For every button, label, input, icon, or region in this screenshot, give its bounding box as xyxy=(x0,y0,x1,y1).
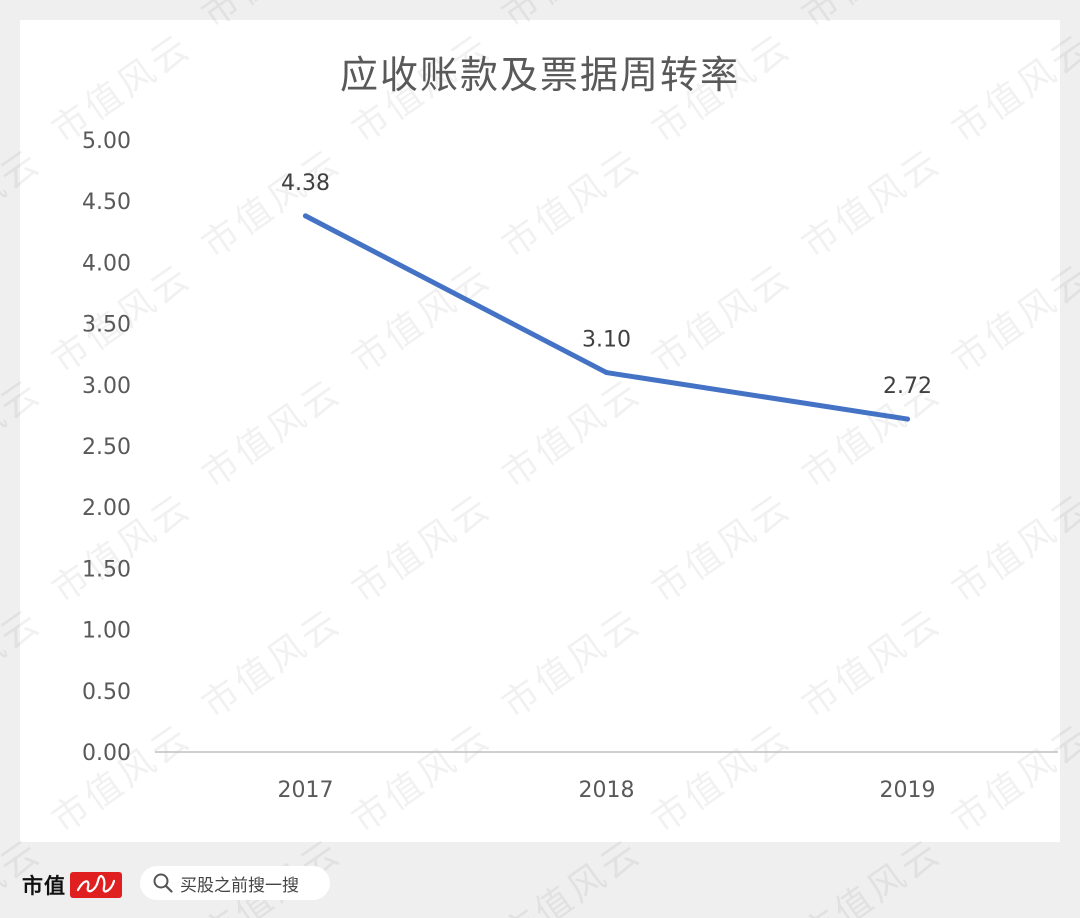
x-tick-label: 2017 xyxy=(278,778,334,803)
search-icon xyxy=(153,873,173,893)
y-tick-label: 4.00 xyxy=(82,251,131,276)
data-label: 4.38 xyxy=(281,171,330,196)
y-tick-label: 5.00 xyxy=(82,129,131,154)
x-tick-label: 2019 xyxy=(880,778,936,803)
y-tick-label: 3.50 xyxy=(82,313,131,338)
search-box[interactable]: 买股之前搜一搜 xyxy=(140,866,330,900)
footer: 市值 买股之前搜一搜 xyxy=(0,842,1080,918)
data-point xyxy=(905,416,910,422)
search-label: 买股之前搜一搜 xyxy=(180,875,299,896)
chart-title: 应收账款及票据周转率 xyxy=(339,53,740,97)
y-tick-label: 2.00 xyxy=(82,496,131,521)
y-tick-label: 1.50 xyxy=(82,557,131,582)
brand-seal-icon xyxy=(70,872,122,898)
data-point xyxy=(303,213,308,219)
y-tick-label: 3.00 xyxy=(82,374,131,399)
x-tick-label: 2018 xyxy=(579,778,635,803)
series-line xyxy=(303,213,910,422)
y-tick-label: 0.50 xyxy=(82,680,131,705)
data-label: 3.10 xyxy=(582,328,631,353)
y-tick-label: 1.00 xyxy=(82,619,131,644)
y-tick-label: 4.50 xyxy=(82,190,131,215)
chart-card xyxy=(20,20,1060,842)
brand-logo[interactable]: 市值 xyxy=(22,870,122,900)
data-label: 2.72 xyxy=(883,374,932,399)
brand-text: 市值 xyxy=(22,874,66,898)
y-tick-label: 2.50 xyxy=(82,435,131,460)
y-tick-label: 0.00 xyxy=(82,741,131,766)
data-point xyxy=(604,370,609,376)
